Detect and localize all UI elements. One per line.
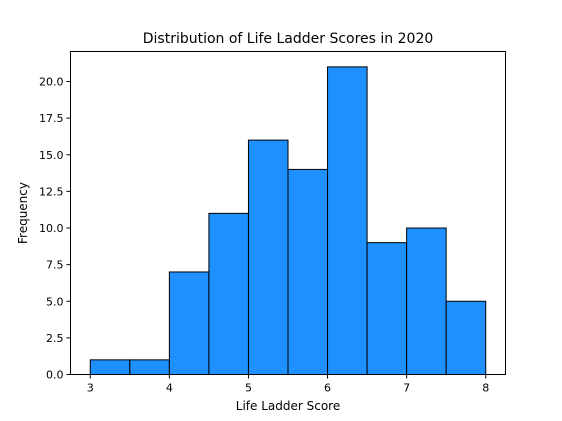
y-axis-label: Frequency (16, 182, 30, 244)
y-tick-label: 20.0 (39, 76, 64, 89)
x-tick-label: 8 (482, 382, 489, 395)
histogram-bar (208, 212, 249, 375)
plot-frame (70, 51, 506, 375)
x-tick-label: 5 (245, 382, 252, 395)
histogram-bar (366, 242, 408, 375)
y-tick-label: 10.0 (39, 222, 64, 235)
histogram-bar (247, 139, 289, 375)
histogram-bar (287, 168, 329, 375)
x-tick-label: 4 (166, 382, 173, 395)
histogram-bar (327, 66, 368, 375)
y-axis-ticks: 0.0 2.5 5.0 7.5 10.0 12.5 15.0 17.5 20.0 (39, 76, 71, 382)
y-tick-label: 5.0 (46, 295, 64, 308)
y-tick-label: 7.5 (46, 259, 64, 272)
x-tick-label: 6 (324, 382, 331, 395)
y-tick-label: 12.5 (39, 185, 64, 198)
histogram-bar (406, 227, 447, 375)
x-tick-label: 7 (403, 382, 410, 395)
bars-group (89, 66, 487, 376)
y-tick-label: 2.5 (46, 332, 64, 345)
histogram-bar (89, 359, 131, 375)
histogram-bar (168, 271, 210, 376)
chart-title: Distribution of Life Ladder Scores in 20… (143, 31, 434, 47)
histogram-bar (445, 300, 487, 375)
y-tick-label: 17.5 (39, 112, 64, 125)
y-tick-label: 15.0 (39, 149, 64, 162)
y-tick-label: 0.0 (46, 369, 64, 382)
x-axis-label: Life Ladder Score (236, 399, 340, 413)
histogram-bar (129, 359, 170, 375)
x-tick-label: 3 (87, 382, 94, 395)
x-axis-ticks: 3 4 5 6 7 8 (87, 374, 489, 395)
